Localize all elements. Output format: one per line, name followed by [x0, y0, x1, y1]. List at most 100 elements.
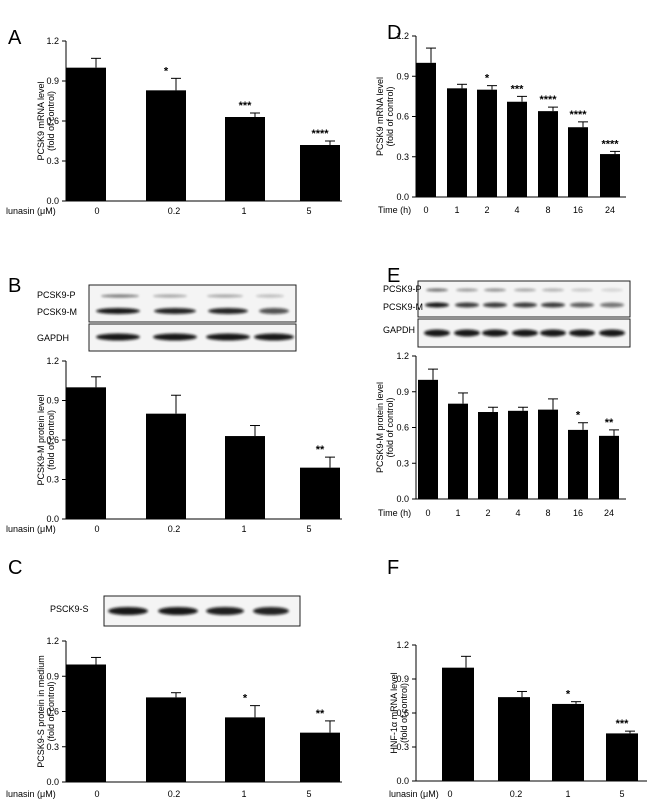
- x-tick-label: 4: [514, 205, 519, 215]
- bar: [447, 88, 467, 197]
- blot-label-gapdh: GAPDH: [37, 333, 69, 343]
- blot-label-pcsk9-p: PCSK9-P: [383, 284, 422, 294]
- y-axis-label-line: (fold of control): [385, 86, 395, 146]
- panel-letter: F: [387, 557, 399, 579]
- blot-band: [208, 308, 248, 314]
- significance-marker: **: [316, 708, 325, 720]
- bar: [606, 733, 638, 781]
- blot-band: [601, 288, 623, 292]
- panel-letter: E: [387, 265, 400, 287]
- x-tick-label: 24: [605, 205, 615, 215]
- bar: [416, 62, 436, 198]
- bar: [300, 732, 340, 782]
- bar: [507, 101, 527, 197]
- y-tick-label: 0.0: [46, 196, 59, 206]
- significance-marker: *: [485, 73, 490, 85]
- x-tick-label: 8: [545, 205, 550, 215]
- bar: [552, 703, 584, 781]
- x-tick-label: 0: [94, 789, 99, 799]
- x-tick-label: 5: [306, 789, 311, 799]
- x-axis-label: lunasin (μM): [6, 206, 56, 216]
- blot-band: [153, 333, 197, 341]
- x-axis-label: lunasin (μM): [6, 524, 56, 534]
- x-axis-label: lunasin (μM): [389, 789, 439, 799]
- bar: [300, 467, 340, 519]
- blot-band: [455, 302, 479, 308]
- bar: [498, 697, 530, 781]
- significance-marker: ****: [569, 109, 587, 121]
- significance-marker: **: [605, 417, 614, 429]
- blot-band: [206, 333, 250, 341]
- significance-marker: ***: [511, 83, 525, 95]
- x-tick-label: 4: [515, 508, 520, 518]
- y-axis-label-line: (fold of control): [385, 397, 395, 457]
- x-tick-label: 0.2: [168, 524, 181, 534]
- bar: [442, 667, 474, 781]
- blot-band: [541, 302, 565, 308]
- significance-marker: ****: [539, 94, 557, 106]
- panel-d: D 0.0 0.3 0.6 0.9 1.2 PCSK9 mRNA level(fold of…: [375, 22, 626, 215]
- bar: [300, 145, 340, 201]
- y-tick-label: 1.2: [396, 31, 409, 41]
- blot-band: [259, 308, 289, 314]
- x-tick-label: 1: [455, 508, 460, 518]
- y-tick-label: 0.6: [46, 435, 59, 445]
- bar: [66, 664, 106, 782]
- bar: [225, 717, 265, 782]
- y-axis-label: PCSK9-M protein level(fold of control): [375, 382, 395, 473]
- blot-band: [484, 288, 506, 292]
- y-axis-label-line: PCSK9-S protein in medium: [36, 655, 46, 768]
- panel-letter: B: [8, 275, 21, 297]
- y-tick-label: 0.3: [396, 458, 409, 468]
- x-axis-label: Time (h): [378, 205, 411, 215]
- x-tick-label: 0: [94, 524, 99, 534]
- bar: [478, 412, 498, 499]
- x-tick-label: 2: [484, 205, 489, 215]
- blot-band: [253, 607, 289, 615]
- bar: [225, 117, 265, 201]
- x-axis-label: lunasin (μM): [6, 789, 56, 799]
- blot-band: [483, 302, 507, 308]
- y-tick-label: 0.3: [46, 475, 59, 485]
- blot-label-pcsk9-s: PSCK9-S: [50, 604, 89, 614]
- y-tick-label: 1.2: [46, 36, 59, 46]
- x-tick-label: 0.2: [510, 789, 523, 799]
- blot-band: [599, 329, 625, 337]
- significance-marker: ***: [239, 100, 253, 112]
- y-axis-label: PCSK9 mRNA level(fold of control): [375, 77, 395, 156]
- y-axis-label-line: (fold of control): [46, 681, 56, 741]
- y-tick-label: 0.0: [396, 776, 409, 786]
- y-tick-label: 0.6: [46, 116, 59, 126]
- y-axis-label-line: PCSK9-M protein level: [36, 394, 46, 485]
- x-tick-label: 1: [565, 789, 570, 799]
- y-axis-label-line: (fold of control): [46, 410, 56, 470]
- y-tick-label: 0.9: [396, 387, 409, 397]
- panel-a: A 0.0 0.3 0.6 0.9 1.2 PCSK9 mRNA level(fold of…: [6, 27, 342, 216]
- blot-band: [426, 288, 448, 292]
- bar: [146, 697, 186, 782]
- bar: [146, 90, 186, 201]
- y-axis-label-line: (fold of control): [46, 91, 56, 151]
- bar: [225, 436, 265, 519]
- blot-label-pcsk9-m: PCSK9-M: [37, 307, 77, 317]
- y-tick-label: 1.2: [396, 640, 409, 650]
- blot-band: [600, 302, 624, 308]
- bar: [477, 89, 497, 197]
- blot-band: [454, 329, 480, 337]
- panel-letter: D: [387, 22, 401, 44]
- blot-label-pcsk9-m: PCSK9-M: [383, 302, 423, 312]
- blot-band: [513, 302, 537, 308]
- x-tick-label: 16: [573, 508, 583, 518]
- blot-label-pcsk9-p: PCSK9-P: [37, 290, 76, 300]
- significance-marker: ****: [601, 138, 619, 150]
- significance-marker: ****: [311, 128, 329, 140]
- y-axis-label-line: PCSK9 mRNA level: [375, 77, 385, 156]
- y-axis-label-line: (fold of control): [399, 683, 409, 743]
- blot-band: [153, 294, 187, 298]
- blot-band: [569, 329, 595, 337]
- significance-marker: *: [566, 689, 571, 701]
- blot-band: [456, 288, 478, 292]
- x-tick-label: 5: [306, 206, 311, 216]
- y-tick-label: 0.9: [396, 674, 409, 684]
